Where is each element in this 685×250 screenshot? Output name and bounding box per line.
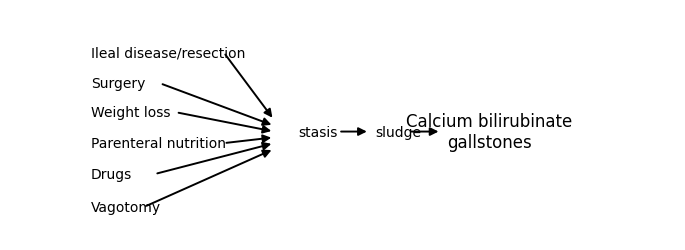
- Text: Surgery: Surgery: [91, 77, 145, 91]
- Text: Parenteral nutrition: Parenteral nutrition: [91, 136, 226, 150]
- Text: Vagotomy: Vagotomy: [91, 200, 161, 214]
- Text: Calcium bilirubinate
gallstones: Calcium bilirubinate gallstones: [406, 113, 572, 151]
- Text: Drugs: Drugs: [91, 168, 132, 181]
- Text: sludge: sludge: [375, 125, 421, 139]
- Text: stasis: stasis: [298, 125, 337, 139]
- Text: Ileal disease/resection: Ileal disease/resection: [91, 46, 245, 60]
- Text: Weight loss: Weight loss: [91, 106, 171, 120]
